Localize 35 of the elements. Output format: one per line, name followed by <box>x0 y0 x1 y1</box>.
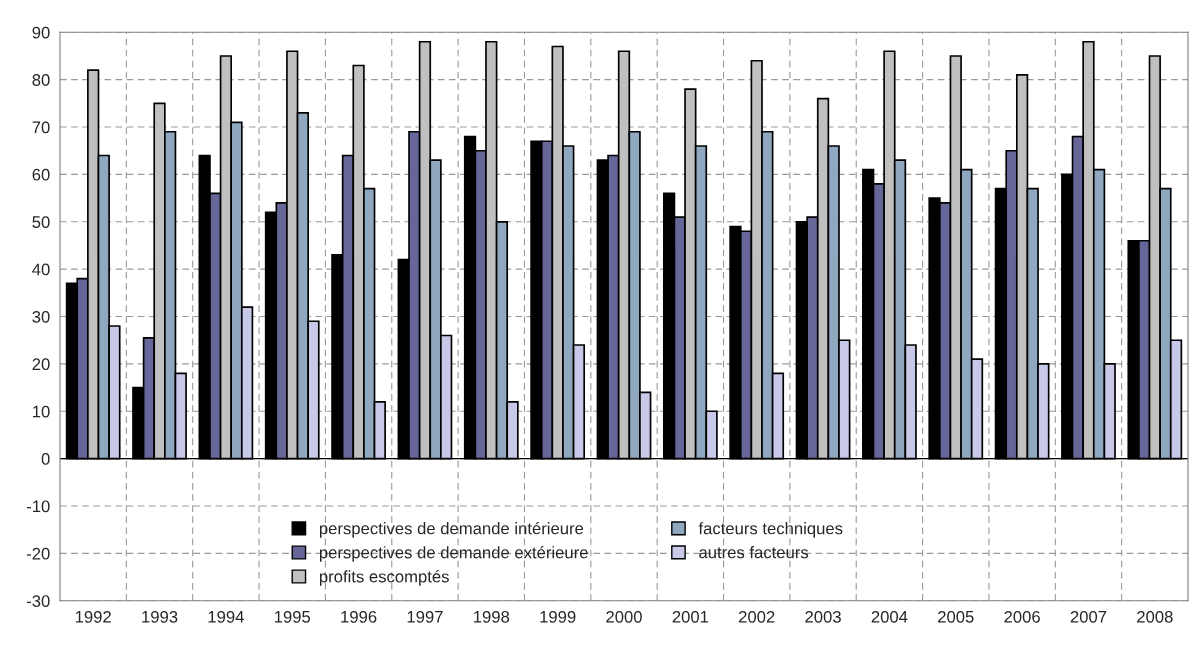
legend-label: profits escomptés <box>319 570 449 586</box>
x-tick-label: 2006 <box>1004 610 1040 623</box>
y-tick-label: -30 <box>26 595 50 607</box>
x-tick-label: 1999 <box>540 610 576 623</box>
y-tick-label: 0 <box>41 453 50 465</box>
y-tick-label: 20 <box>32 358 50 371</box>
x-tick-label: 2004 <box>871 610 908 623</box>
y-tick-label: 50 <box>32 216 50 228</box>
x-tick-label: 1993 <box>142 610 178 623</box>
legend-label: perspectives de demande extérieure <box>319 545 588 562</box>
x-tick-label: 2007 <box>1070 610 1107 623</box>
x-tick-label: 1996 <box>341 610 377 623</box>
y-tick-label: 10 <box>33 405 50 418</box>
y-tick-label: 70 <box>32 121 50 134</box>
x-tick-label: 1997 <box>407 610 443 623</box>
y-tick-label: 60 <box>32 168 50 181</box>
y-tick-label: 30 <box>32 310 50 323</box>
y-tick-label: 90 <box>32 26 50 39</box>
x-tick-label: 2008 <box>1137 610 1173 623</box>
y-tick-label: -10 <box>26 500 50 513</box>
x-tick-label: 1998 <box>474 610 510 623</box>
y-tick-label: 40 <box>32 263 50 276</box>
x-tick-label: 2000 <box>606 610 642 623</box>
legend-label: perspectives de demande intérieure <box>319 521 584 538</box>
y-tick-label: 80 <box>32 74 50 86</box>
y-tick-label: -20 <box>26 547 50 560</box>
x-tick-label: 1995 <box>274 610 311 623</box>
x-tick-label: 1992 <box>75 610 111 623</box>
x-tick-label: 2005 <box>938 610 974 623</box>
x-tick-label: 1994 <box>208 610 244 623</box>
legend-label: autres facteurs <box>699 546 809 559</box>
x-tick-label: 2002 <box>739 610 775 623</box>
x-tick-label: 2001 <box>672 610 709 623</box>
x-tick-label: 2003 <box>805 610 841 623</box>
legend-label: facteurs techniques <box>698 522 843 538</box>
